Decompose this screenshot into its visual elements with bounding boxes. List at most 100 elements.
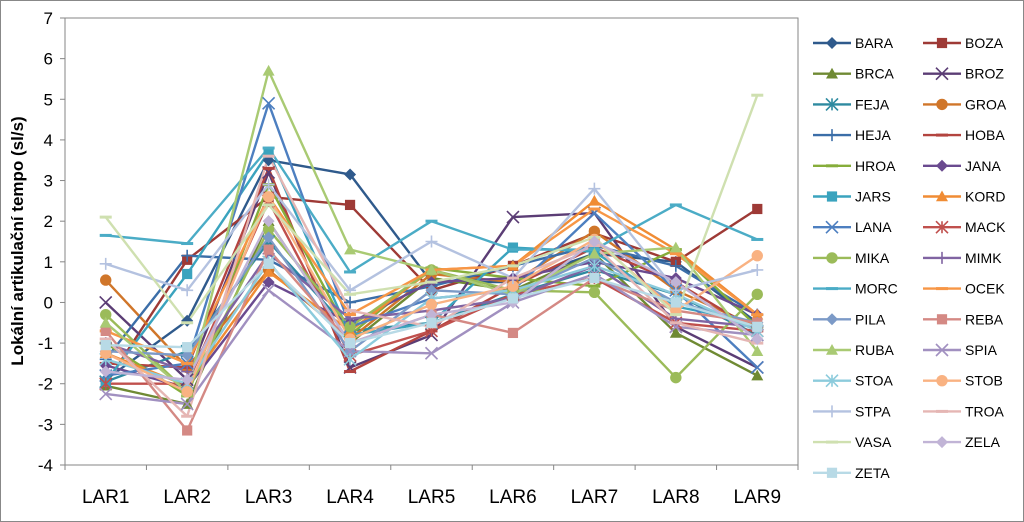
legend-label-kord: KORD bbox=[965, 189, 1005, 205]
y-tick-label: 1 bbox=[44, 253, 53, 272]
data-point-boza bbox=[344, 199, 356, 211]
legend-marker-pila bbox=[826, 313, 838, 326]
data-point-ruba bbox=[669, 241, 682, 253]
legend-label-lana: LANA bbox=[855, 219, 892, 235]
data-point-stpa bbox=[99, 257, 112, 270]
legend-label-jana: JANA bbox=[965, 158, 1001, 174]
legend-marker-zeta bbox=[826, 467, 838, 478]
legend-marker-bara bbox=[826, 37, 838, 49]
legend-label-brca: BRCA bbox=[855, 66, 895, 82]
data-point-mika bbox=[588, 286, 601, 298]
legend-marker-mack bbox=[935, 220, 949, 234]
data-point-pila bbox=[181, 349, 194, 362]
data-point-stpa bbox=[262, 178, 275, 191]
data-point-jars bbox=[507, 242, 519, 253]
data-point-jana bbox=[262, 276, 275, 289]
data-point-ruba bbox=[99, 316, 112, 328]
x-tick-label: LAR3 bbox=[245, 487, 293, 508]
legend-marker-stoa bbox=[825, 374, 839, 388]
legend-label-heja: HEJA bbox=[855, 127, 891, 143]
data-point-lana bbox=[262, 96, 276, 110]
data-point-zela bbox=[588, 235, 601, 248]
y-tick-label: 5 bbox=[44, 90, 53, 109]
data-point-stob bbox=[181, 386, 193, 398]
data-point-zeta bbox=[426, 317, 437, 328]
data-point-zeta bbox=[100, 340, 111, 351]
data-point-pila bbox=[262, 231, 275, 244]
data-point-ruba bbox=[262, 64, 275, 76]
data-point-spia bbox=[99, 387, 113, 401]
data-point-stpa bbox=[751, 263, 764, 276]
legend-marker-jars bbox=[826, 191, 838, 202]
data-point-spia bbox=[180, 397, 194, 411]
legend: BARA BOZA BRCA BROZ FEJA GROA HEJA HOBA HROA JANA… bbox=[813, 35, 1007, 481]
data-point-boza bbox=[752, 203, 763, 215]
legend-label-feja: FEJA bbox=[855, 96, 890, 112]
data-point-ruba bbox=[588, 247, 601, 259]
data-point-zeta bbox=[507, 293, 519, 304]
data-point-mika bbox=[262, 223, 275, 236]
data-point-brca bbox=[751, 369, 764, 381]
x-axis-ticks: LAR1 LAR2 LAR3 LAR4 LAR5 LAR6 LAR7 LAR8 LAR9 bbox=[64, 465, 799, 508]
legend-label-mack: MACK bbox=[965, 219, 1006, 235]
legend-label-stob: STOB bbox=[965, 373, 1003, 389]
legend-label-ocek: OCEK bbox=[965, 281, 1005, 297]
data-point-stpa bbox=[425, 235, 438, 248]
y-tick-label: -1 bbox=[38, 334, 53, 353]
legend-marker-mimk bbox=[936, 251, 948, 264]
data-point-zela bbox=[99, 365, 112, 378]
data-point-heja bbox=[344, 296, 357, 309]
y-tick-label: 7 bbox=[44, 9, 53, 28]
x-tick-label: LAR6 bbox=[489, 487, 537, 508]
legend-label-boza: BOZA bbox=[965, 35, 1004, 51]
legend-label-stoa: STOA bbox=[855, 373, 894, 389]
data-point-mika bbox=[670, 371, 682, 384]
x-tick-label: LAR5 bbox=[408, 487, 456, 508]
data-point-stpa bbox=[181, 284, 194, 297]
data-point-pila bbox=[425, 284, 438, 297]
data-point-mika bbox=[100, 308, 112, 321]
data-point-mika bbox=[344, 321, 356, 333]
x-tick-label: LAR1 bbox=[82, 487, 130, 508]
data-point-reba bbox=[507, 327, 519, 339]
data-point-reba bbox=[100, 325, 111, 336]
data-point-stob bbox=[751, 250, 763, 262]
legend-marker-brca bbox=[826, 67, 838, 79]
legend-label-spia: SPIA bbox=[965, 342, 998, 358]
legend-marker-ruba bbox=[826, 344, 838, 355]
x-tick-label: LAR7 bbox=[571, 487, 619, 508]
data-point-zeta bbox=[263, 258, 274, 269]
legend-marker-reba bbox=[936, 314, 948, 325]
data-point-groa bbox=[588, 225, 601, 238]
data-point-groa bbox=[100, 274, 112, 286]
data-point-broz bbox=[506, 210, 520, 224]
legend-label-broz: BROZ bbox=[965, 66, 1004, 82]
legend-label-groa: GROA bbox=[965, 96, 1007, 112]
data-point-reba bbox=[182, 425, 193, 436]
y-tick-label: 3 bbox=[44, 172, 53, 191]
data-point-ruba bbox=[344, 243, 357, 255]
y-axis-label: Lokální artikulační tempo (sl/s) bbox=[8, 116, 27, 365]
legend-label-mika: MIKA bbox=[855, 250, 890, 266]
legend-label-stpa: STPA bbox=[855, 403, 891, 419]
data-point-mack bbox=[99, 377, 113, 391]
data-point-zela bbox=[669, 276, 682, 289]
legend-label-zela: ZELA bbox=[965, 434, 1001, 450]
data-point-stoa bbox=[343, 352, 357, 366]
legend-marker-zela bbox=[936, 436, 948, 449]
y-tick-label: 0 bbox=[44, 293, 53, 312]
legend-label-vasa: VASA bbox=[855, 434, 892, 450]
data-point-mika bbox=[751, 288, 763, 301]
data-point-zeta bbox=[752, 321, 763, 332]
data-point-heja bbox=[669, 259, 682, 272]
y-tick-label: -3 bbox=[38, 415, 53, 434]
data-point-reba bbox=[263, 244, 274, 255]
legend-marker-spia bbox=[935, 343, 949, 357]
y-tick-label: -2 bbox=[38, 375, 53, 394]
legend-marker-stpa bbox=[826, 405, 838, 418]
legend-marker-boza bbox=[936, 37, 948, 49]
legend-label-hoba: HOBA bbox=[965, 127, 1005, 143]
data-point-zeta bbox=[670, 297, 681, 308]
legend-marker-jana bbox=[936, 159, 948, 172]
